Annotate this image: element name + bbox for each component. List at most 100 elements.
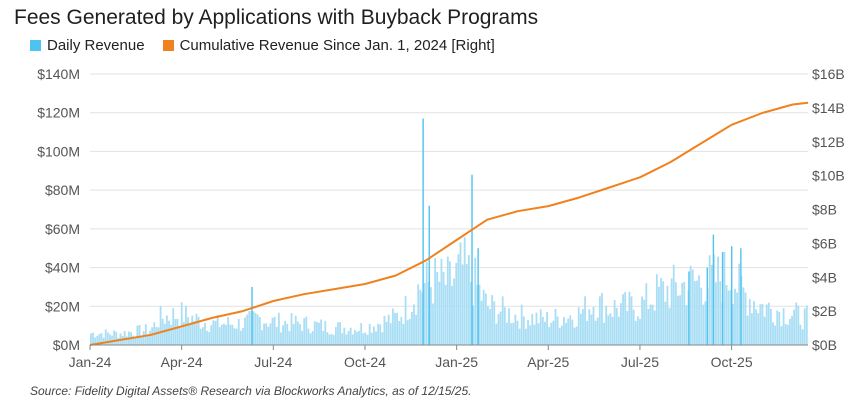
daily-bar: [102, 337, 105, 345]
legend-swatch-cumulative: [162, 40, 174, 51]
daily-bar: [423, 282, 426, 345]
daily-bar: [573, 327, 576, 345]
daily-bar: [261, 330, 263, 345]
left-tick-label: $0M: [53, 337, 80, 353]
daily-bar: [527, 320, 529, 345]
daily-bar: [639, 318, 641, 345]
daily-bar: [237, 319, 240, 345]
daily-bar: [615, 308, 618, 345]
source-note: Source: Fidelity Digital Assets® Researc…: [30, 384, 472, 398]
daily-bar: [474, 257, 477, 345]
daily-bar: [729, 290, 732, 345]
daily-bar: [516, 320, 519, 345]
daily-bar: [294, 315, 297, 345]
cumulative-revenue-line: [89, 101, 809, 346]
daily-bar-spike: [740, 248, 742, 345]
daily-bar: [617, 316, 620, 345]
daily-bar: [208, 331, 211, 345]
daily-bar-spike: [712, 234, 715, 345]
daily-bar: [786, 324, 789, 345]
daily-bar: [799, 324, 802, 345]
daily-bar: [364, 332, 367, 345]
daily-bar: [550, 322, 553, 345]
right-tick-label: $8B: [812, 202, 837, 218]
daily-bar: [235, 328, 238, 345]
daily-bar: [341, 333, 344, 345]
left-tick-label: $20M: [45, 298, 80, 314]
daily-bar: [149, 330, 151, 345]
daily-bar: [575, 326, 578, 345]
daily-bar: [368, 323, 371, 345]
daily-bar: [189, 323, 192, 345]
daily-bar: [446, 256, 449, 345]
daily-bar: [404, 296, 407, 345]
daily-bar: [201, 327, 204, 345]
daily-bar: [636, 316, 639, 345]
daily-bar: [377, 323, 380, 345]
daily-bar: [769, 308, 772, 345]
right-tick-label: $4B: [812, 269, 837, 285]
daily-bar: [668, 307, 671, 345]
daily-bar: [658, 286, 660, 345]
daily-bar: [96, 336, 99, 345]
daily-bar: [396, 312, 399, 345]
daily-bar: [271, 317, 274, 345]
daily-bar: [468, 254, 470, 345]
daily-bar: [584, 296, 586, 345]
daily-bar: [195, 313, 198, 345]
daily-bar: [510, 323, 513, 345]
daily-bar: [700, 287, 703, 345]
daily-bar: [415, 314, 418, 345]
x-tick-label: Oct-25: [711, 354, 753, 370]
daily-bar: [273, 316, 276, 345]
daily-bar: [429, 287, 432, 345]
daily-bar: [681, 282, 684, 345]
daily-bar: [292, 323, 295, 345]
daily-bar: [533, 324, 536, 345]
daily-bar: [117, 337, 120, 345]
daily-bar: [301, 330, 303, 345]
daily-bar: [544, 321, 546, 345]
x-tick-label: Oct-24: [344, 354, 386, 370]
daily-bar: [662, 281, 665, 345]
daily-bar: [780, 326, 783, 345]
daily-bar: [210, 325, 213, 345]
daily-bar: [258, 317, 261, 345]
daily-bar: [689, 265, 692, 345]
daily-bar: [685, 305, 688, 345]
daily-bar: [643, 299, 646, 345]
daily-bar: [484, 293, 487, 345]
daily-bar: [582, 309, 584, 345]
daily-bar: [307, 328, 310, 345]
daily-bar: [410, 311, 413, 345]
daily-bar: [679, 295, 681, 345]
daily-bar: [451, 285, 453, 345]
daily-bar: [220, 324, 223, 345]
daily-bar: [776, 310, 779, 345]
right-tick-label: $6B: [812, 235, 837, 251]
daily-bar: [465, 264, 468, 345]
daily-bar: [801, 329, 804, 345]
daily-bar: [677, 295, 679, 345]
daily-bar: [425, 262, 428, 345]
daily-bar: [318, 322, 320, 345]
daily-bar-spike: [422, 118, 424, 346]
daily-bar: [303, 318, 306, 345]
x-tick-label: Jul-24: [254, 354, 292, 370]
daily-bar: [710, 264, 713, 345]
daily-bar: [664, 301, 667, 345]
daily-bar: [499, 311, 502, 345]
daily-bar: [797, 305, 800, 345]
daily-bar: [552, 320, 555, 345]
daily-bar: [503, 307, 506, 345]
daily-bar: [632, 309, 635, 345]
daily-bar: [634, 320, 637, 345]
daily-bar: [267, 326, 270, 345]
daily-bar: [246, 314, 249, 345]
daily-bar: [563, 317, 565, 345]
daily-bar: [337, 322, 339, 345]
daily-bar: [242, 328, 244, 345]
daily-bar: [132, 335, 135, 345]
daily-bar: [501, 296, 504, 345]
daily-bar: [358, 330, 361, 345]
